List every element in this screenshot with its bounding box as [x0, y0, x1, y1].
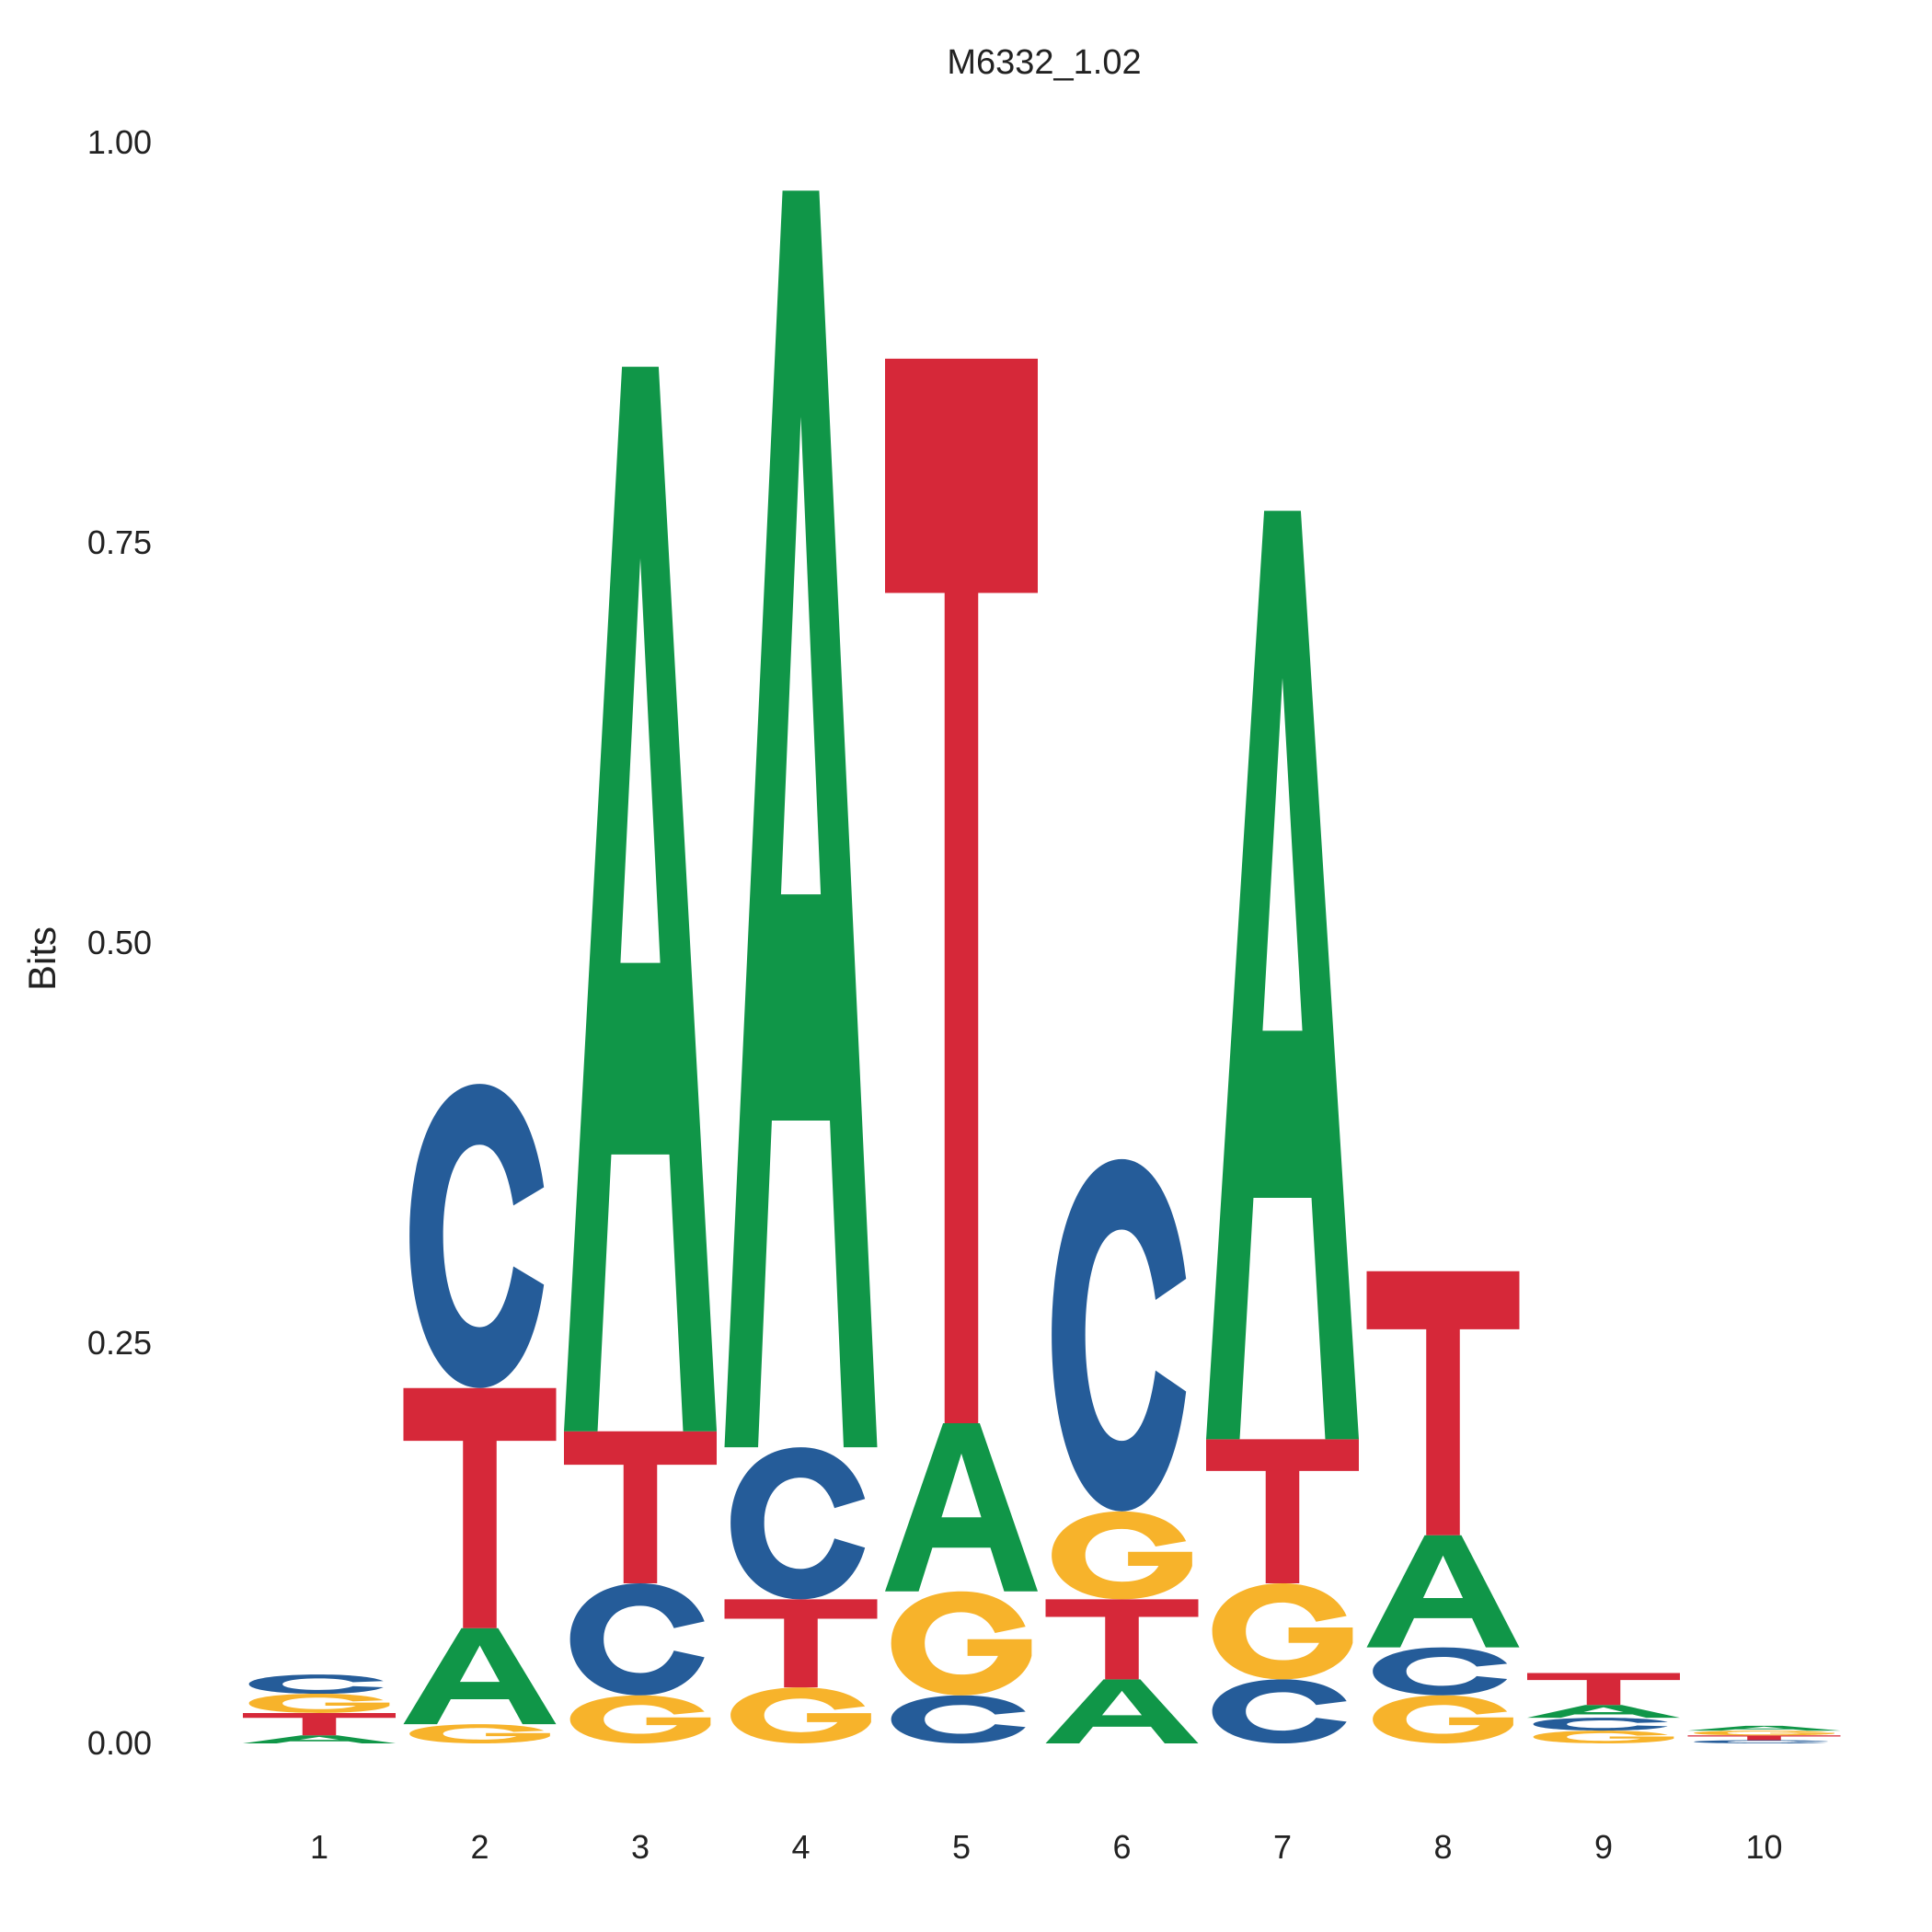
stack-position-2 [403, 1084, 557, 1743]
letter-G-pos-7 [1212, 1583, 1353, 1680]
letter-A-pos-5 [885, 1423, 1038, 1592]
letter-T-pos-10 [1687, 1735, 1841, 1741]
stack-position-5 [885, 358, 1038, 1743]
y-tick-label: 0.50 [87, 924, 152, 961]
y-tick-labels: 0.00 0.25 0.50 0.75 1.00 [87, 123, 152, 1762]
letter-T-pos-4 [724, 1599, 878, 1688]
chart-title: M6332_1.02 [947, 43, 1141, 82]
letter-A-pos-4 [724, 190, 878, 1448]
letter-C-pos-4 [730, 1447, 866, 1600]
letter-C-pos-9 [1533, 1718, 1668, 1731]
x-tick-label: 10 [1745, 1828, 1782, 1866]
letter-T-pos-2 [403, 1387, 557, 1628]
letter-G-pos-9 [1533, 1731, 1674, 1743]
letter-G-pos-10 [1694, 1731, 1834, 1736]
stack-position-9 [1527, 1673, 1680, 1743]
letter-G-pos-3 [569, 1695, 711, 1743]
letter-C-pos-3 [569, 1583, 705, 1696]
y-tick-label: 1.00 [87, 123, 152, 161]
letter-A-pos-10 [1687, 1725, 1841, 1731]
x-tick-label: 3 [631, 1828, 650, 1866]
x-tick-labels: 1 2 3 4 5 6 7 8 9 10 [310, 1828, 1783, 1866]
letter-G-pos-2 [409, 1724, 550, 1743]
y-tick-label: 0.00 [87, 1724, 152, 1762]
letter-C-pos-6 [1052, 1158, 1187, 1512]
letter-A-pos-1 [243, 1735, 396, 1743]
letter-G-pos-4 [730, 1687, 871, 1743]
y-tick-label: 0.25 [87, 1324, 152, 1362]
letter-T-pos-5 [885, 358, 1038, 1423]
letter-A-pos-8 [1366, 1535, 1520, 1648]
stack-position-3 [564, 366, 717, 1743]
y-axis-label: Bits [20, 926, 63, 991]
letter-G-pos-5 [891, 1591, 1032, 1696]
letter-T-pos-9 [1527, 1673, 1680, 1706]
letter-G-pos-8 [1373, 1695, 1513, 1743]
x-tick-label: 8 [1433, 1828, 1452, 1866]
letter-A-pos-7 [1206, 511, 1359, 1440]
letter-T-pos-1 [243, 1712, 396, 1736]
x-tick-label: 2 [470, 1828, 489, 1866]
stack-position-4 [724, 190, 878, 1743]
letter-G-pos-1 [248, 1694, 390, 1713]
letter-A-pos-9 [1527, 1705, 1680, 1719]
x-tick-label: 5 [952, 1828, 971, 1866]
stack-position-8 [1366, 1271, 1520, 1743]
y-tick-label: 0.75 [87, 523, 152, 561]
x-tick-label: 4 [791, 1828, 810, 1866]
stack-position-6 [1045, 1158, 1199, 1743]
letter-C-pos-2 [409, 1084, 545, 1388]
stack-position-7 [1206, 511, 1359, 1743]
letter-T-pos-6 [1045, 1599, 1199, 1680]
letter-C-pos-1 [248, 1674, 384, 1695]
stack-position-1 [243, 1674, 396, 1743]
letter-stacks [243, 190, 1841, 1743]
x-tick-label: 7 [1273, 1828, 1292, 1866]
x-tick-label: 9 [1594, 1828, 1613, 1866]
letter-T-pos-8 [1366, 1271, 1520, 1535]
stack-position-10 [1687, 1725, 1841, 1743]
letter-A-pos-3 [564, 366, 717, 1432]
letter-C-pos-7 [1212, 1679, 1347, 1743]
letter-C-pos-5 [891, 1695, 1026, 1743]
letter-G-pos-6 [1052, 1511, 1192, 1600]
letter-C-pos-8 [1373, 1647, 1508, 1696]
x-tick-label: 1 [310, 1828, 328, 1866]
letter-A-pos-6 [1045, 1679, 1199, 1743]
x-tick-label: 6 [1112, 1828, 1131, 1866]
letter-T-pos-7 [1206, 1439, 1359, 1583]
letter-C-pos-10 [1694, 1740, 1829, 1743]
letter-A-pos-2 [403, 1627, 557, 1725]
letter-T-pos-3 [564, 1431, 717, 1583]
